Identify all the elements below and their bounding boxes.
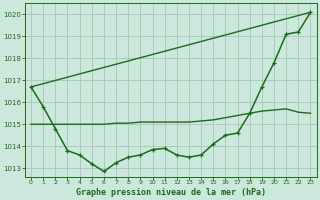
X-axis label: Graphe pression niveau de la mer (hPa): Graphe pression niveau de la mer (hPa) [76, 188, 266, 197]
